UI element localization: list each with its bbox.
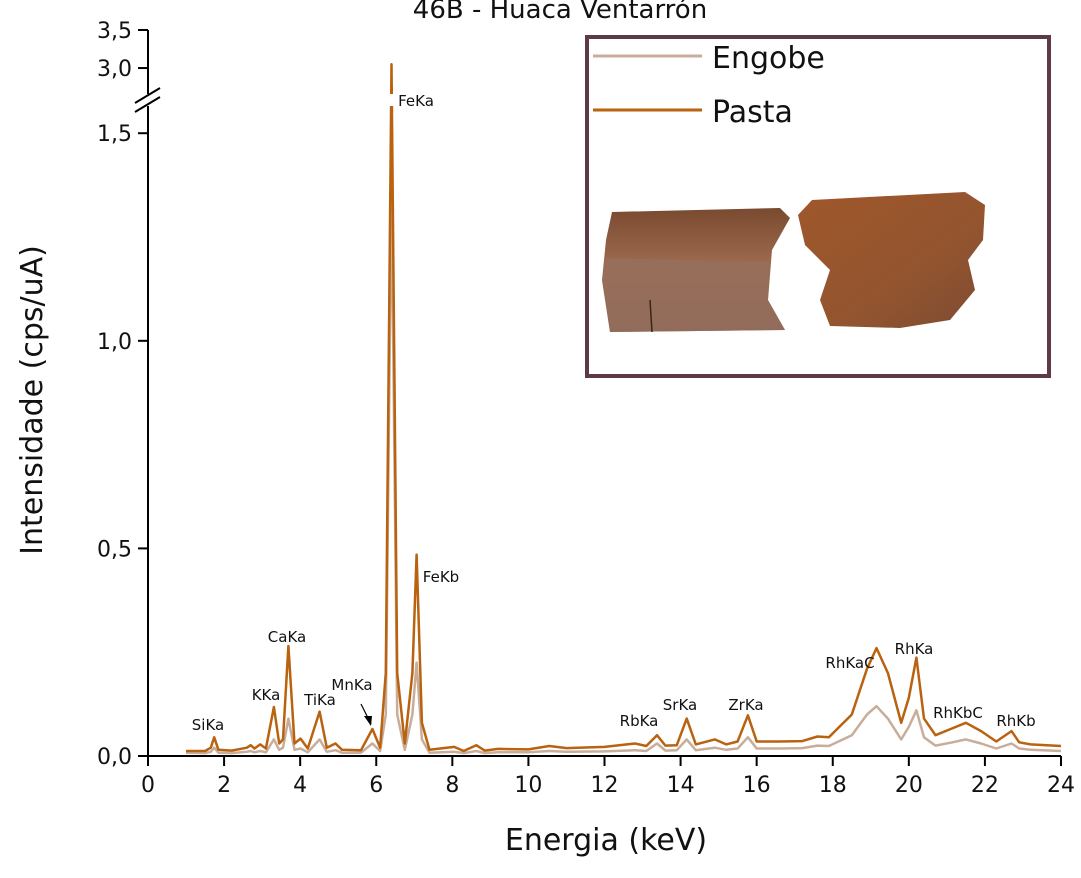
y-tick-label: 3,5 xyxy=(97,19,132,44)
y-tick-label: 1,0 xyxy=(97,330,132,355)
x-tick-label: 20 xyxy=(895,773,923,798)
peak-label: FeKa xyxy=(398,92,434,110)
peak-label: CaKa xyxy=(268,628,306,646)
legend: Engobe Pasta xyxy=(585,35,1051,378)
x-tick-label: 14 xyxy=(667,773,695,798)
y-tick-label: 0,0 xyxy=(97,745,132,770)
peak-label: RhKaC xyxy=(825,654,874,672)
series-line xyxy=(185,185,1062,755)
peak-label: RhKb xyxy=(996,712,1035,730)
y-tick-label: 0,5 xyxy=(97,537,132,562)
peak-label: ZrKa xyxy=(728,696,763,714)
x-tick-label: 2 xyxy=(217,773,231,798)
x-tick-label: 12 xyxy=(591,773,619,798)
peak-label: SiKa xyxy=(192,716,224,734)
peak-label: SrKa xyxy=(663,696,697,714)
x-axis-title: Energia (keV) xyxy=(505,823,707,858)
peak-label: FeKb xyxy=(423,568,459,586)
x-tick-label: 8 xyxy=(445,773,459,798)
x-tick-label: 0 xyxy=(141,773,155,798)
legend-label: Pasta xyxy=(712,95,793,130)
y-tick-label: 3,0 xyxy=(97,57,132,82)
peak-label: RbKa xyxy=(620,712,659,730)
axis-break-gap xyxy=(128,94,548,106)
axis-break-mark xyxy=(134,96,161,113)
y-tick-label: 1,5 xyxy=(97,122,132,147)
peak-label: KKa xyxy=(252,686,281,704)
x-tick-label: 16 xyxy=(743,773,771,798)
x-tick-label: 24 xyxy=(1047,773,1075,798)
plot-area: 0,00,51,01,53,03,50 2 4 6 8 10 12 14 16 18 20 22 24S… xyxy=(97,19,1075,798)
chart-title: 46B - Huaca Ventarrón xyxy=(413,0,707,25)
peak-label: RhKbC xyxy=(933,704,983,722)
x-tick-label: 22 xyxy=(971,773,999,798)
peak-label: MnKa xyxy=(331,676,372,694)
x-tick-label: 18 xyxy=(819,773,847,798)
x-tick-label: 4 xyxy=(293,773,307,798)
series-line xyxy=(186,62,1062,753)
annotation-arrowhead xyxy=(364,716,372,726)
y-axis-title: Intensidade (cps/uA) xyxy=(15,245,50,555)
legend-label: Engobe xyxy=(712,41,825,76)
x-tick-label: 6 xyxy=(369,773,383,798)
x-tick-label: 10 xyxy=(514,773,542,798)
peak-label: RhKa xyxy=(895,640,934,658)
sample-photo xyxy=(602,192,985,333)
axis-break-mark xyxy=(134,87,161,104)
peak-label: TiKa xyxy=(303,691,336,709)
